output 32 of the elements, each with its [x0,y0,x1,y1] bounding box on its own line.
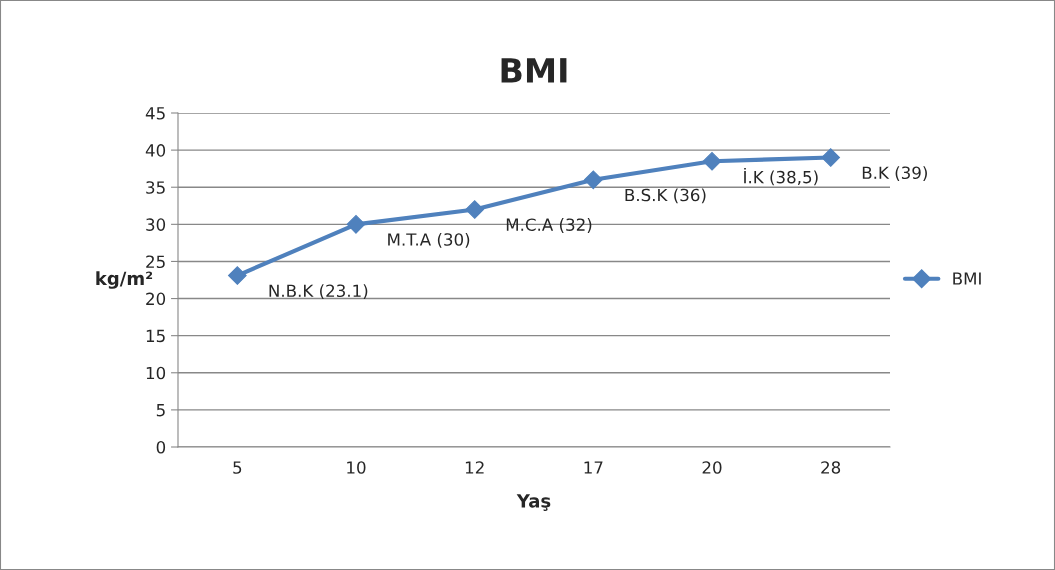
point [583,170,603,190]
point [821,148,841,167]
data-label: N.B.K (23.1) [269,284,368,300]
y-tick-label: 45 [145,107,165,120]
x-axis-title: Yaş [516,494,551,511]
point [465,200,485,219]
x-tick-label: 20 [702,461,722,474]
data-label: M.T.A (30) [388,232,470,248]
chart-title: BMI [501,58,567,83]
point [346,214,366,234]
point [702,151,722,171]
y-tick-label: 10 [146,366,166,380]
x-tick-label: 28 [821,461,841,474]
data-label: İ.K (38,5) [744,167,818,186]
data-label: B.S.K (36) [625,188,706,204]
x-tick-label: 17 [584,461,603,474]
x-tick-label: 10 [347,461,366,474]
y-tick-label: 35 [146,181,165,194]
y-tick-label: 20 [146,292,166,306]
y-tick-label: 30 [146,218,166,231]
data-label: B.K (39) [862,166,927,181]
y-tick-label: 0 [156,440,166,454]
y-tick-label: 25 [146,255,165,269]
x-tick-label: 12 [465,461,484,474]
y-tick-label: 40 [145,144,166,157]
point [227,266,247,285]
y-tick-label: 5 [156,404,165,417]
y-axis-title: kg/m² [96,271,153,289]
y-tick-label: 15 [146,329,165,343]
legend-label: BMI [953,272,981,285]
data-label: M.C.A (32) [506,218,592,233]
x-tick-label: 5 [233,461,242,474]
